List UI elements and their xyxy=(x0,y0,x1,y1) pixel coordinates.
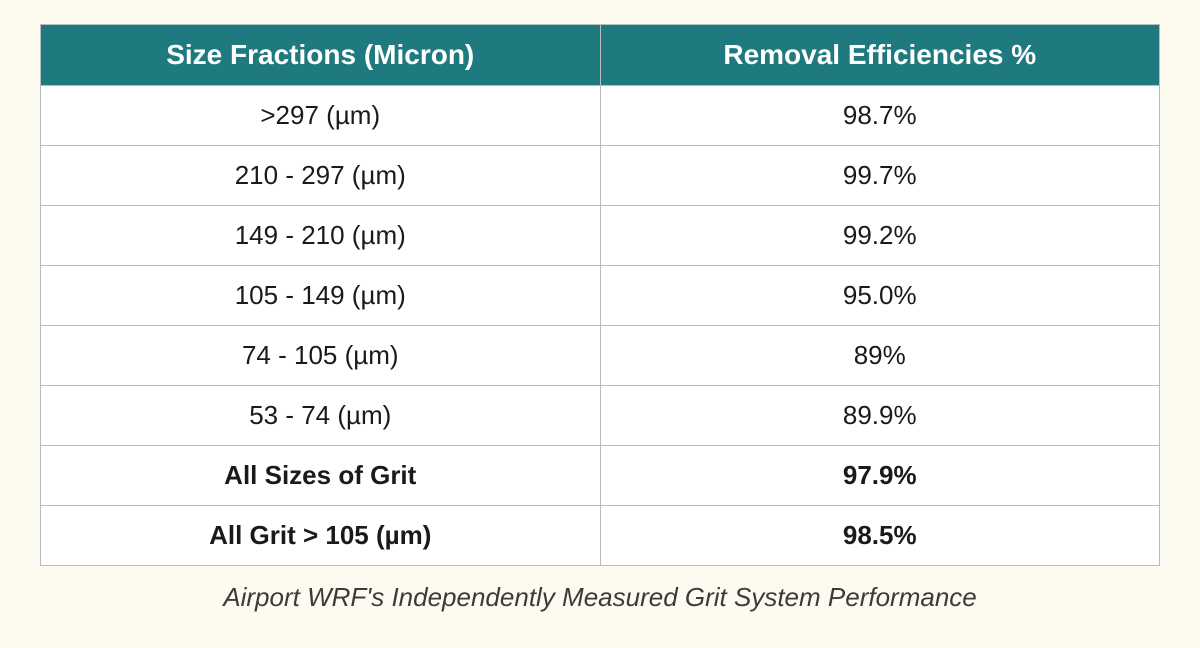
cell-size: 149 - 210 (µm) xyxy=(41,206,601,266)
cell-size: 53 - 74 (µm) xyxy=(41,386,601,446)
table-container: Size Fractions (Micron) Removal Efficien… xyxy=(0,0,1200,613)
cell-efficiency: 98.7% xyxy=(600,86,1160,146)
table-row: 53 - 74 (µm)89.9% xyxy=(41,386,1160,446)
cell-efficiency: 95.0% xyxy=(600,266,1160,326)
table-row: All Sizes of Grit97.9% xyxy=(41,446,1160,506)
cell-efficiency: 99.7% xyxy=(600,146,1160,206)
table-row: All Grit > 105 (µm)98.5% xyxy=(41,506,1160,566)
cell-size: 105 - 149 (µm) xyxy=(41,266,601,326)
efficiency-table: Size Fractions (Micron) Removal Efficien… xyxy=(40,24,1160,566)
cell-size: >297 (µm) xyxy=(41,86,601,146)
cell-efficiency: 97.9% xyxy=(600,446,1160,506)
table-row: >297 (µm)98.7% xyxy=(41,86,1160,146)
cell-size: All Grit > 105 (µm) xyxy=(41,506,601,566)
col-header-size: Size Fractions (Micron) xyxy=(41,25,601,86)
cell-efficiency: 89% xyxy=(600,326,1160,386)
col-header-efficiency: Removal Efficiencies % xyxy=(600,25,1160,86)
table-caption: Airport WRF's Independently Measured Gri… xyxy=(40,582,1160,613)
cell-efficiency: 89.9% xyxy=(600,386,1160,446)
cell-size: 210 - 297 (µm) xyxy=(41,146,601,206)
cell-size: All Sizes of Grit xyxy=(41,446,601,506)
table-row: 74 - 105 (µm)89% xyxy=(41,326,1160,386)
cell-efficiency: 98.5% xyxy=(600,506,1160,566)
table-row: 210 - 297 (µm)99.7% xyxy=(41,146,1160,206)
table-row: 149 - 210 (µm)99.2% xyxy=(41,206,1160,266)
table-row: 105 - 149 (µm)95.0% xyxy=(41,266,1160,326)
cell-efficiency: 99.2% xyxy=(600,206,1160,266)
table-header-row: Size Fractions (Micron) Removal Efficien… xyxy=(41,25,1160,86)
cell-size: 74 - 105 (µm) xyxy=(41,326,601,386)
